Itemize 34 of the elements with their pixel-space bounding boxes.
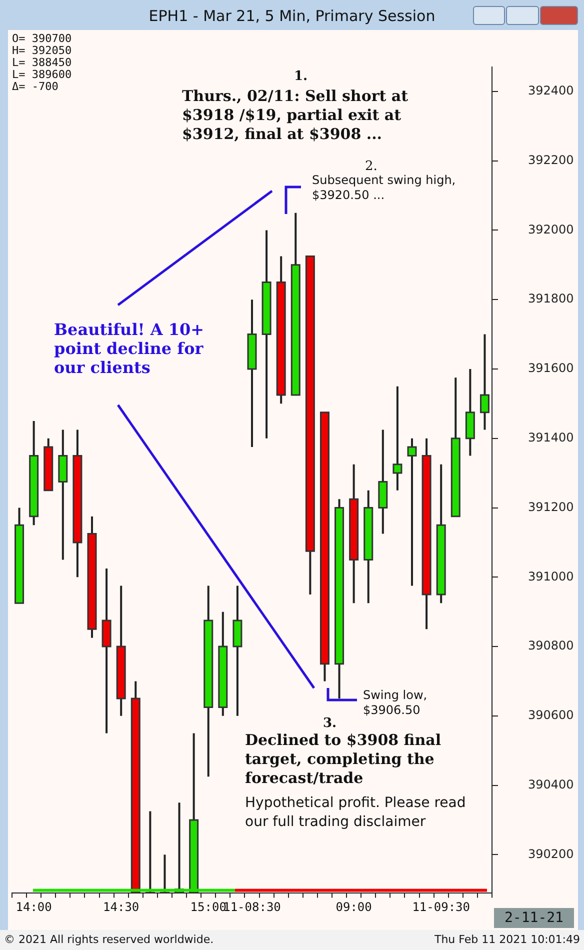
text: O= 390700 <box>12 32 72 45</box>
y-tick-label: 391200 <box>528 500 574 514</box>
y-tick-label: 392200 <box>528 152 574 167</box>
y-tick-label: 390800 <box>528 638 574 653</box>
y-tick-label: 392000 <box>528 222 574 236</box>
annotation: Swing low, $3906.50 <box>363 688 428 718</box>
text: H= 392050 <box>12 44 72 57</box>
text: 2-11-21 <box>494 908 574 928</box>
x-tick-label: 14:30 <box>103 900 140 914</box>
y-tick-label: 391600 <box>528 361 574 376</box>
chart-title: EPH1 - Mar 21, 5 Min, Primary Session <box>148 6 436 27</box>
text: © 2021 All rights reserved worldwide. <box>4 933 214 946</box>
annotation: L= 389600 <box>12 68 72 81</box>
annotation: Hypothetical profit. Please read our full trading disclaimer <box>245 794 467 832</box>
annotation: 1. <box>294 69 308 84</box>
y-tick-label: 390200 <box>528 846 574 861</box>
y-tick-label: 391000 <box>528 569 574 584</box>
annotation: Declined to $3908 final target, completing the forecast/trade <box>245 731 442 788</box>
annotation: Beautiful! A 10+ point decline for our clients <box>54 320 206 377</box>
y-tick-label: 390600 <box>528 708 574 722</box>
x-tick-label: 11-09:30 <box>412 900 470 914</box>
annotation: 2. <box>365 159 378 174</box>
x-tick-label: 14:00 <box>16 900 52 914</box>
x-tick-label: 09:00 <box>336 900 372 914</box>
annotation: 3. <box>323 716 337 731</box>
annotation: Δ= -700 <box>12 80 58 93</box>
y-tick-label: 391400 <box>528 430 574 444</box>
y-tick-label: 390400 <box>528 777 574 792</box>
text: Thu Feb 11 2021 10:01:49 <box>434 933 580 946</box>
y-tick-label: 391800 <box>528 292 574 306</box>
annotation: Thurs., 02/11: Sell short at $3918 /$19, partial exit at $3912, final at $3908 ... <box>182 87 410 144</box>
annotation: L= 388450 <box>12 56 72 69</box>
y-tick-label: 392400 <box>528 84 574 98</box>
annotation: Subsequent swing high, $3920.50 ... <box>312 173 457 203</box>
